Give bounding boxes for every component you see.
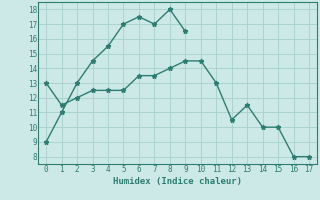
X-axis label: Humidex (Indice chaleur): Humidex (Indice chaleur) (113, 177, 242, 186)
